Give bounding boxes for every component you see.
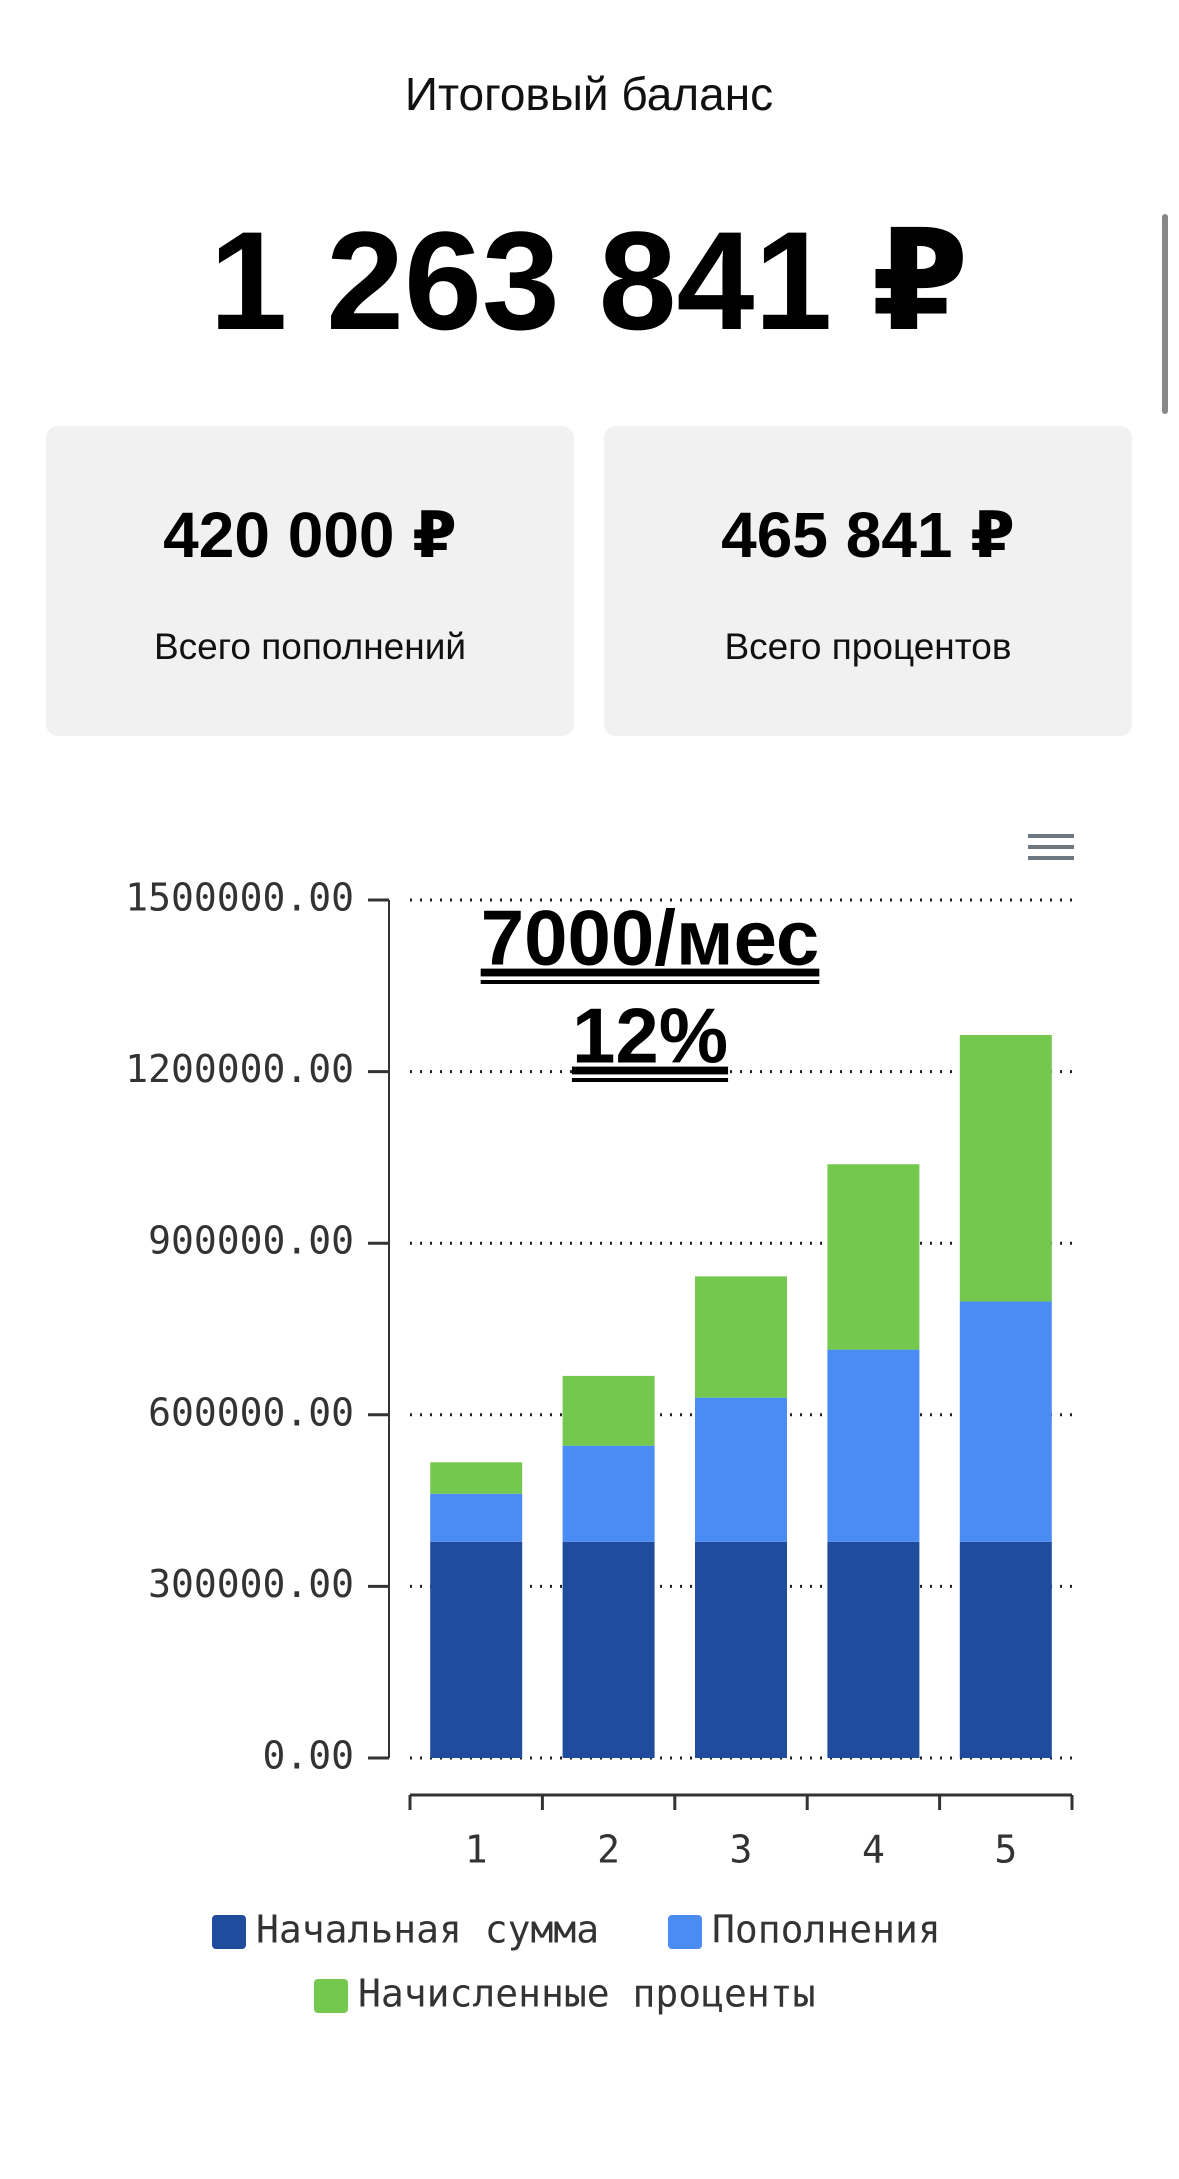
bar-segment xyxy=(430,1493,523,1542)
bar-segment xyxy=(827,1349,920,1542)
x-tick-label: 4 xyxy=(862,1828,885,1872)
x-tick-label: 3 xyxy=(730,1828,753,1872)
card-amount: 465 841 ₽ xyxy=(721,499,1015,571)
x-tick-label: 2 xyxy=(597,1828,620,1872)
bar-segment xyxy=(430,1462,523,1494)
card-amount: 420 000 ₽ xyxy=(163,499,457,571)
card xyxy=(46,426,574,736)
bar-segment xyxy=(562,1541,655,1758)
bar-segment xyxy=(695,1397,787,1542)
y-tick-label: 300000.00 xyxy=(148,1562,354,1606)
bar-segment xyxy=(695,1276,787,1398)
x-tick-label: 5 xyxy=(994,1828,1017,1872)
legend-label: Пополнения xyxy=(712,1908,941,1952)
bar-segment xyxy=(562,1445,655,1542)
chart-menu[interactable] xyxy=(1028,834,1074,860)
y-tick-label: 1200000.00 xyxy=(125,1047,354,1091)
y-tick-label: 1500000.00 xyxy=(125,876,354,920)
bar-segment xyxy=(959,1301,1052,1542)
legend-swatch xyxy=(668,1915,702,1949)
total-balance: 1 263 841 ₽ xyxy=(209,202,968,359)
card-label: Всего пополнений xyxy=(154,626,466,667)
x-tick-label: 1 xyxy=(465,1828,488,1872)
menu-bar xyxy=(1028,834,1074,838)
title: Итоговый баланс xyxy=(405,68,773,120)
bar-segment xyxy=(959,1541,1052,1758)
menu-bar xyxy=(1028,856,1074,860)
bar-segment xyxy=(959,1034,1052,1302)
scrollbar xyxy=(1162,214,1168,414)
bar-segment xyxy=(430,1541,523,1758)
legend-swatch xyxy=(212,1915,246,1949)
annotation: 7000/мес xyxy=(481,894,820,982)
bar-segment xyxy=(562,1375,655,1446)
bar-segment xyxy=(827,1541,920,1758)
annotation: 12% xyxy=(572,992,728,1080)
chart: 0.00 300000.00 600000.00 900000.00 1200000.0… xyxy=(125,876,1074,2016)
legend-swatch xyxy=(314,1979,348,2013)
y-tick-label: 0.00 xyxy=(262,1734,354,1778)
card xyxy=(604,426,1132,736)
y-tick-label: 900000.00 xyxy=(148,1219,354,1263)
bar-segment xyxy=(695,1541,787,1758)
legend-label: Начисленные проценты xyxy=(358,1972,816,2016)
menu-bar xyxy=(1028,845,1074,849)
legend-label: Начальная сумма xyxy=(256,1908,599,1952)
bar-segment xyxy=(827,1164,920,1350)
y-tick-label: 600000.00 xyxy=(148,1390,354,1434)
card-label: Всего процентов xyxy=(724,626,1011,667)
